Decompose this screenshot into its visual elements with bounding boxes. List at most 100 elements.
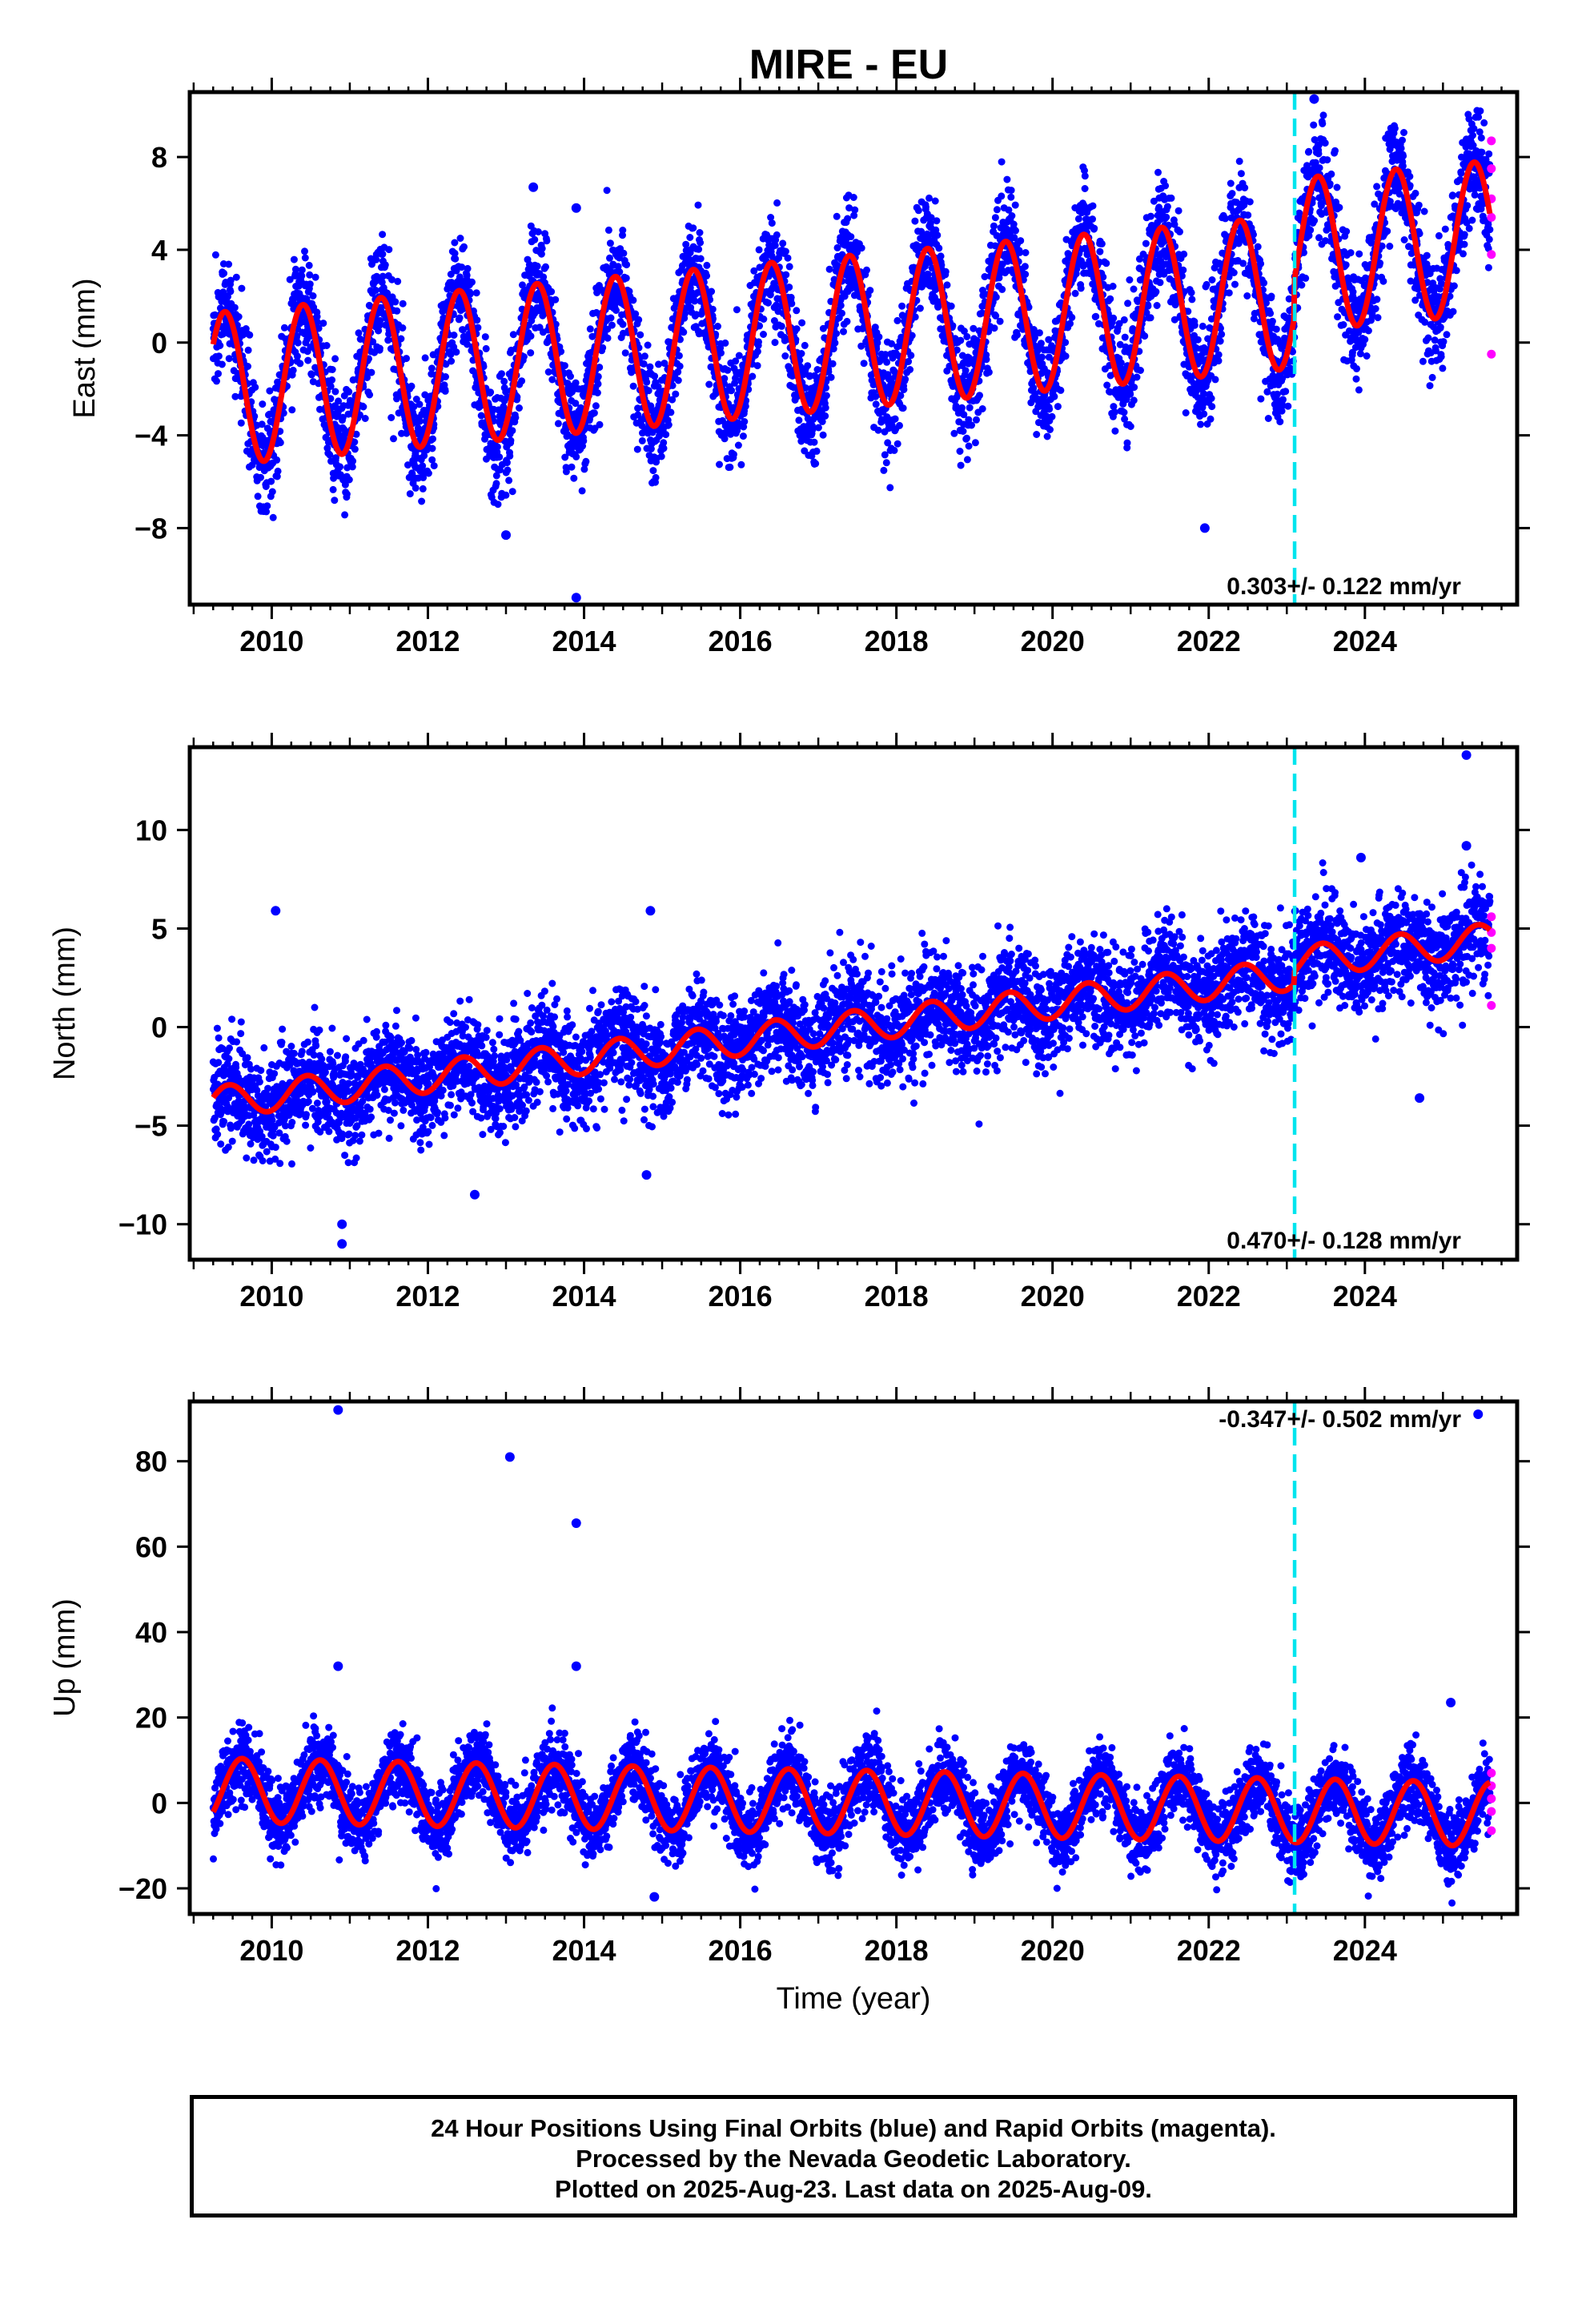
north-y-tick-label: 0	[151, 1011, 167, 1044]
north-rapid-point-2	[1487, 943, 1496, 953]
north-x-tick-label: 2014	[552, 1280, 616, 1313]
north-outlier-point-8	[1461, 841, 1472, 851]
up-x-tick-label: 2010	[239, 1934, 303, 1967]
east-final-orbit-points	[209, 94, 1494, 603]
north-velocity-annotation: 0.470+/- 0.128 mm/yr	[1227, 1228, 1461, 1254]
north-x-tick-label: 2020	[1021, 1280, 1085, 1313]
north-y-tick-label: −5	[135, 1110, 167, 1143]
north-x-tick-label: 2022	[1177, 1280, 1241, 1313]
north-x-tick-label: 2010	[239, 1280, 303, 1313]
east-rapid-point-5	[1487, 349, 1496, 359]
north-outlier-point-6	[1415, 1093, 1425, 1104]
north-x-tick-label: 2018	[865, 1280, 929, 1313]
up-outlier-point-5	[649, 1892, 660, 1902]
panel-up: 2010 2012 2014 2016 2018 2020 2022 2024 −20 0 20 40…	[48, 1387, 1530, 2016]
up-model-fit-line	[211, 1755, 1492, 1849]
up-y-tick-label: 60	[135, 1530, 167, 1563]
up-rapid-point-0	[1487, 1768, 1496, 1778]
east-plot-frame	[187, 90, 1520, 607]
east-x-tick-label: 2012	[396, 625, 460, 657]
north-x-tick-label: 2012	[396, 1280, 460, 1313]
up-velocity-annotation: -0.347+/- 0.502 mm/yr	[1219, 1406, 1461, 1433]
up-rapid-point-4	[1487, 1826, 1496, 1835]
east-rapid-point-3	[1487, 212, 1496, 222]
north-y-axis-label: North (mm)	[48, 927, 82, 1080]
east-outlier-point-4	[1199, 523, 1210, 533]
up-outlier-point-3	[571, 1661, 581, 1671]
east-rapid-point-4	[1487, 250, 1496, 259]
north-x-tick-label: 2024	[1333, 1280, 1397, 1313]
east-model-fit-line	[210, 159, 1493, 464]
up-outlier-point-4	[333, 1661, 343, 1671]
east-velocity-annotation: 0.303+/- 0.122 mm/yr	[1227, 573, 1461, 600]
north-outlier-point-4	[641, 1170, 652, 1180]
up-plot-frame	[187, 1399, 1520, 1916]
north-y-tick-label: 5	[151, 912, 167, 945]
chart-title: MIRE - EU	[749, 42, 948, 88]
up-x-tick-label: 2014	[552, 1934, 616, 1967]
east-x-tick-label: 2018	[865, 625, 929, 657]
up-rapid-orbit-points	[1487, 1768, 1496, 1835]
east-outlier-point-1	[571, 203, 581, 213]
north-y-tick-label: 10	[135, 814, 167, 846]
east-x-tick-label: 2014	[552, 625, 616, 657]
up-outlier-point-6	[1473, 1409, 1484, 1419]
east-y-tick-label: −4	[135, 420, 167, 452]
east-outlier-point-5	[1309, 94, 1319, 104]
east-y-tick-label: 4	[151, 234, 167, 267]
up-x-tick-label: 2022	[1177, 1934, 1241, 1967]
panel-north: 2010 2012 2014 2016 2018 2020 2022 2024 −10 −5 0 5 1…	[48, 733, 1530, 1313]
up-outlier-point-0	[333, 1405, 343, 1415]
up-outlier-point-2	[571, 1518, 581, 1528]
up-daily-position-dots	[209, 1704, 1494, 1907]
east-x-tick-label: 2010	[239, 625, 303, 657]
up-rapid-point-2	[1487, 1794, 1496, 1803]
north-x-tick-label: 2016	[709, 1280, 773, 1313]
up-outlier-point-1	[504, 1452, 515, 1462]
east-y-tick-label: −8	[135, 512, 167, 545]
up-rapid-point-3	[1487, 1807, 1496, 1816]
north-outlier-point-7	[1461, 750, 1472, 760]
east-x-tick-label: 2024	[1333, 625, 1397, 657]
up-y-axis-label: Up (mm)	[48, 1598, 82, 1717]
north-rapid-point-3	[1487, 1000, 1496, 1010]
up-x-tick-label: 2012	[396, 1934, 460, 1967]
footer-line-orbits: 24 Hour Positions Using Final Orbits (bl…	[431, 2114, 1276, 2142]
north-rapid-point-0	[1487, 912, 1496, 922]
north-model-fit-line	[211, 922, 1492, 1115]
east-y-axis-label: East (mm)	[68, 278, 102, 418]
east-outlier-point-3	[571, 593, 581, 603]
footer-note-box: 24 Hour Positions Using Final Orbits (bl…	[190, 2095, 1517, 2217]
north-outlier-point-2	[337, 1219, 347, 1229]
east-y-tick-label: 0	[151, 327, 167, 360]
up-x-tick-label: 2016	[709, 1934, 773, 1967]
east-y-tick-label: 8	[151, 141, 167, 174]
north-y-tick-label: −10	[118, 1208, 167, 1241]
east-rapid-point-1	[1487, 164, 1496, 174]
east-rapid-point-0	[1487, 136, 1496, 146]
up-y-tick-label: 40	[135, 1616, 167, 1649]
up-x-axis-label: Time (year)	[777, 1982, 931, 2016]
north-final-orbit-points	[209, 750, 1494, 1249]
east-outlier-point-0	[528, 182, 539, 192]
up-x-tick-label: 2020	[1021, 1934, 1085, 1967]
north-outlier-point-3	[337, 1239, 347, 1249]
north-outlier-point-9	[1355, 852, 1366, 862]
east-daily-position-dots	[209, 107, 1494, 521]
up-y-tick-label: 80	[135, 1445, 167, 1478]
footer-line-dates: Plotted on 2025-Aug-23. Last data on 202…	[555, 2175, 1152, 2203]
east-x-tick-label: 2022	[1177, 625, 1241, 657]
up-x-tick-label: 2024	[1333, 1934, 1397, 1967]
north-outlier-point-1	[645, 906, 656, 916]
east-x-tick-label: 2016	[709, 625, 773, 657]
up-x-tick-label: 2018	[865, 1934, 929, 1967]
north-outlier-point-5	[469, 1189, 480, 1200]
up-y-tick-label: 0	[151, 1787, 167, 1819]
north-outlier-point-0	[271, 906, 281, 916]
north-plot-frame	[187, 745, 1520, 1262]
footer-line-processor: Processed by the Nevada Geodetic Laborat…	[576, 2145, 1131, 2173]
panel-east: 2010 2012 2014 2016 2018 2020 2022 2024 −8 −4 0 4 8 E…	[68, 78, 1530, 657]
up-outlier-point-7	[1446, 1698, 1456, 1707]
up-y-tick-label: −20	[118, 1872, 167, 1905]
